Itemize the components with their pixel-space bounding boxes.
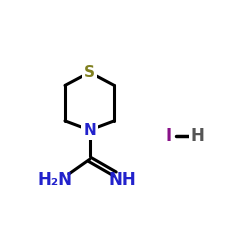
Text: N: N [83, 122, 96, 138]
Text: S: S [84, 65, 95, 80]
Text: H: H [190, 127, 204, 145]
Text: H₂N: H₂N [38, 171, 72, 189]
Text: I: I [166, 127, 172, 145]
Text: NH: NH [109, 171, 136, 189]
